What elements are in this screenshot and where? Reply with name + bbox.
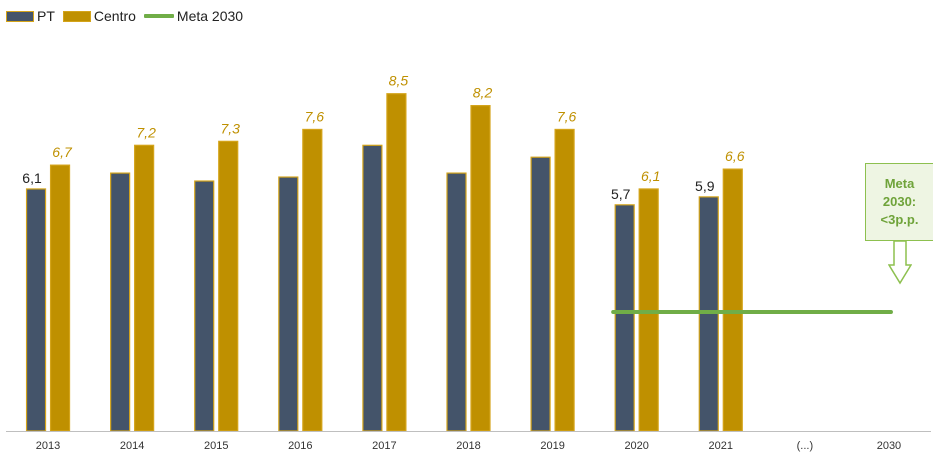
meta-2030-callout: Meta 2030: <3p.p. bbox=[865, 163, 933, 241]
x-tick-label: 2015 bbox=[204, 440, 228, 452]
x-tick-label: 2021 bbox=[709, 440, 733, 452]
x-tick-label: 2013 bbox=[36, 440, 60, 452]
bar-centro-2016 bbox=[302, 128, 323, 432]
x-tick-label: 2017 bbox=[372, 440, 396, 452]
x-tick-label: 2016 bbox=[288, 440, 312, 452]
bar-pt-2017 bbox=[362, 144, 383, 432]
bar-centro-2013 bbox=[49, 164, 71, 432]
legend-swatch bbox=[6, 10, 34, 22]
x-tick-label: 2014 bbox=[120, 440, 144, 452]
data-label-pt-2020: 5,7 bbox=[611, 186, 631, 202]
data-label-pt-2013: 6,1 bbox=[22, 170, 42, 186]
bar-centro-2015 bbox=[218, 140, 239, 432]
legend-item-centro: Centro bbox=[62, 8, 136, 24]
data-label-centro-2017: 8,5 bbox=[389, 73, 409, 89]
legend-item-pt: PT bbox=[6, 8, 55, 24]
legend-swatch bbox=[143, 14, 174, 18]
data-label-centro-2016: 7,6 bbox=[305, 108, 325, 124]
bar-pt-2020 bbox=[614, 204, 635, 432]
data-label-pt-2021: 5,9 bbox=[695, 178, 715, 194]
down-arrow-icon bbox=[888, 241, 912, 285]
data-label-centro-2013: 6,7 bbox=[52, 144, 73, 160]
x-tick-label: 2030 bbox=[877, 440, 901, 452]
x-tick-label: 2020 bbox=[624, 440, 648, 452]
bar-centro-2017 bbox=[386, 93, 407, 432]
bar-centro-2014 bbox=[134, 144, 155, 432]
legend-label: Meta 2030 bbox=[176, 8, 244, 24]
bar-pt-2016 bbox=[278, 176, 299, 432]
x-tick-label: 2018 bbox=[456, 440, 480, 452]
legend-swatch bbox=[62, 10, 91, 22]
data-label-centro-2018: 8,2 bbox=[473, 85, 493, 101]
legend-label: PT bbox=[37, 8, 55, 24]
legend: PT Centro Meta 2030 bbox=[6, 8, 251, 24]
data-label-centro-2015: 7,3 bbox=[220, 120, 240, 136]
meta-2030-callout-text: Meta 2030: <3p.p. bbox=[880, 176, 919, 227]
legend-item-meta-2030: Meta 2030 bbox=[143, 8, 244, 24]
data-label-centro-2020: 6,1 bbox=[641, 168, 660, 184]
legend-label: Centro bbox=[93, 8, 136, 24]
bar-pt-2018 bbox=[446, 172, 467, 432]
data-label-centro-2014: 7,2 bbox=[136, 124, 156, 140]
data-label-centro-2019: 7,6 bbox=[557, 108, 577, 124]
bar-pt-2015 bbox=[194, 180, 215, 432]
x-tick-label: 2019 bbox=[540, 440, 564, 452]
data-label-centro-2021: 6,6 bbox=[725, 148, 745, 164]
bar-pt-2013 bbox=[25, 188, 47, 432]
bar-centro-2019 bbox=[554, 128, 575, 432]
bar-pt-2019 bbox=[530, 156, 551, 432]
x-tick-label: (...) bbox=[797, 440, 814, 452]
bar-pt-2014 bbox=[110, 172, 131, 432]
bar-centro-2018 bbox=[470, 105, 491, 432]
bar-centro-2021 bbox=[722, 168, 743, 432]
